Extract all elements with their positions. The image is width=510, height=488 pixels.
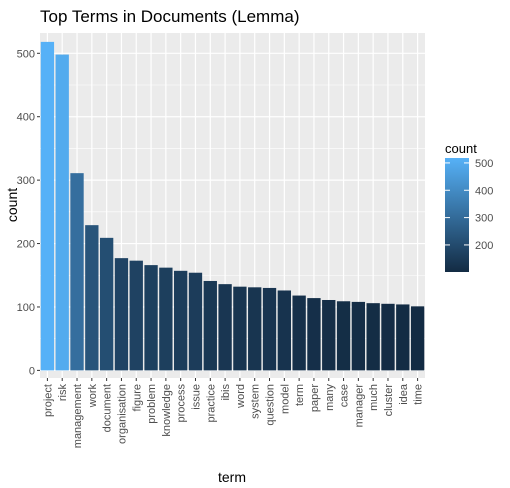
x-tick-label: model: [279, 384, 291, 414]
bar-process: [174, 270, 188, 371]
x-tick-label: ibis: [220, 384, 232, 401]
x-tick-label: management: [72, 384, 84, 448]
bar-risk: [55, 54, 69, 371]
bar-practice: [203, 280, 217, 371]
y-axis-title: count: [4, 188, 20, 222]
chart-title: Top Terms in Documents (Lemma): [40, 7, 300, 26]
x-tick-label: knowledge: [161, 384, 173, 437]
legend-tick-label: 500: [475, 158, 493, 170]
bar-manager: [351, 301, 366, 371]
bar-problem: [144, 265, 158, 371]
x-tick-label: word: [235, 384, 247, 409]
x-tick-label: process: [176, 384, 188, 423]
x-tick-label: practice: [205, 384, 217, 423]
x-tick-label: many: [324, 384, 336, 411]
x-tick-label: time: [413, 384, 425, 405]
y-tick-label: 200: [17, 239, 35, 251]
legend-tick-label: 200: [475, 240, 493, 252]
x-tick-label: system: [250, 384, 262, 419]
y-tick-label: 0: [29, 365, 35, 377]
x-axis-title: term: [218, 469, 246, 485]
bar-cluster: [381, 303, 395, 371]
bar-case: [336, 301, 351, 371]
x-tick-label: risk: [57, 384, 69, 402]
x-tick-label: figure: [131, 384, 143, 412]
x-tick-label: paper: [309, 384, 321, 412]
x-tick-label: case: [339, 384, 351, 407]
legend-title: count: [445, 141, 477, 156]
x-tick-label: organisation: [116, 384, 128, 444]
bar-term: [292, 295, 306, 371]
y-tick-label: 100: [17, 302, 35, 314]
bar-figure: [129, 260, 143, 371]
bar-idea: [396, 304, 410, 371]
legend-tick-label: 400: [475, 185, 493, 197]
bar-question: [262, 287, 277, 371]
bar-word: [233, 286, 247, 371]
legend-tick-label: 300: [475, 213, 493, 225]
x-tick-label: cluster: [383, 384, 395, 417]
bar-system: [248, 287, 262, 371]
x-tick-label: much: [368, 384, 380, 411]
legend: count 200 300 400 500: [445, 141, 493, 272]
x-tick-label: idea: [398, 383, 410, 405]
bar-knowledge: [159, 267, 173, 371]
x-tick-label: document: [102, 384, 114, 432]
x-tick-label: problem: [146, 384, 158, 424]
x-tick-label: term: [294, 384, 306, 406]
bar-paper: [307, 298, 321, 371]
y-tick-label: 300: [17, 175, 35, 187]
bar-document: [99, 237, 114, 371]
bar-organisation: [114, 258, 129, 371]
bars: [40, 41, 425, 371]
x-tick-label: project: [42, 384, 54, 417]
bar-many: [322, 299, 336, 371]
bar-project: [40, 41, 55, 371]
legend-colorbar: [445, 158, 469, 272]
x-tick-label: question: [265, 384, 277, 426]
bar-time: [410, 306, 425, 371]
x-tick-label: work: [87, 384, 99, 409]
x-tick-label: manager: [353, 384, 365, 428]
bar-management: [70, 173, 84, 371]
bar-much: [366, 303, 380, 371]
bar-model: [277, 290, 291, 371]
bar-work: [85, 225, 99, 371]
bar-ibis: [218, 284, 232, 371]
y-tick-label: 400: [17, 112, 35, 124]
bar-issue: [188, 272, 203, 371]
x-tick-label: issue: [190, 384, 202, 410]
y-tick-label: 500: [17, 48, 35, 60]
